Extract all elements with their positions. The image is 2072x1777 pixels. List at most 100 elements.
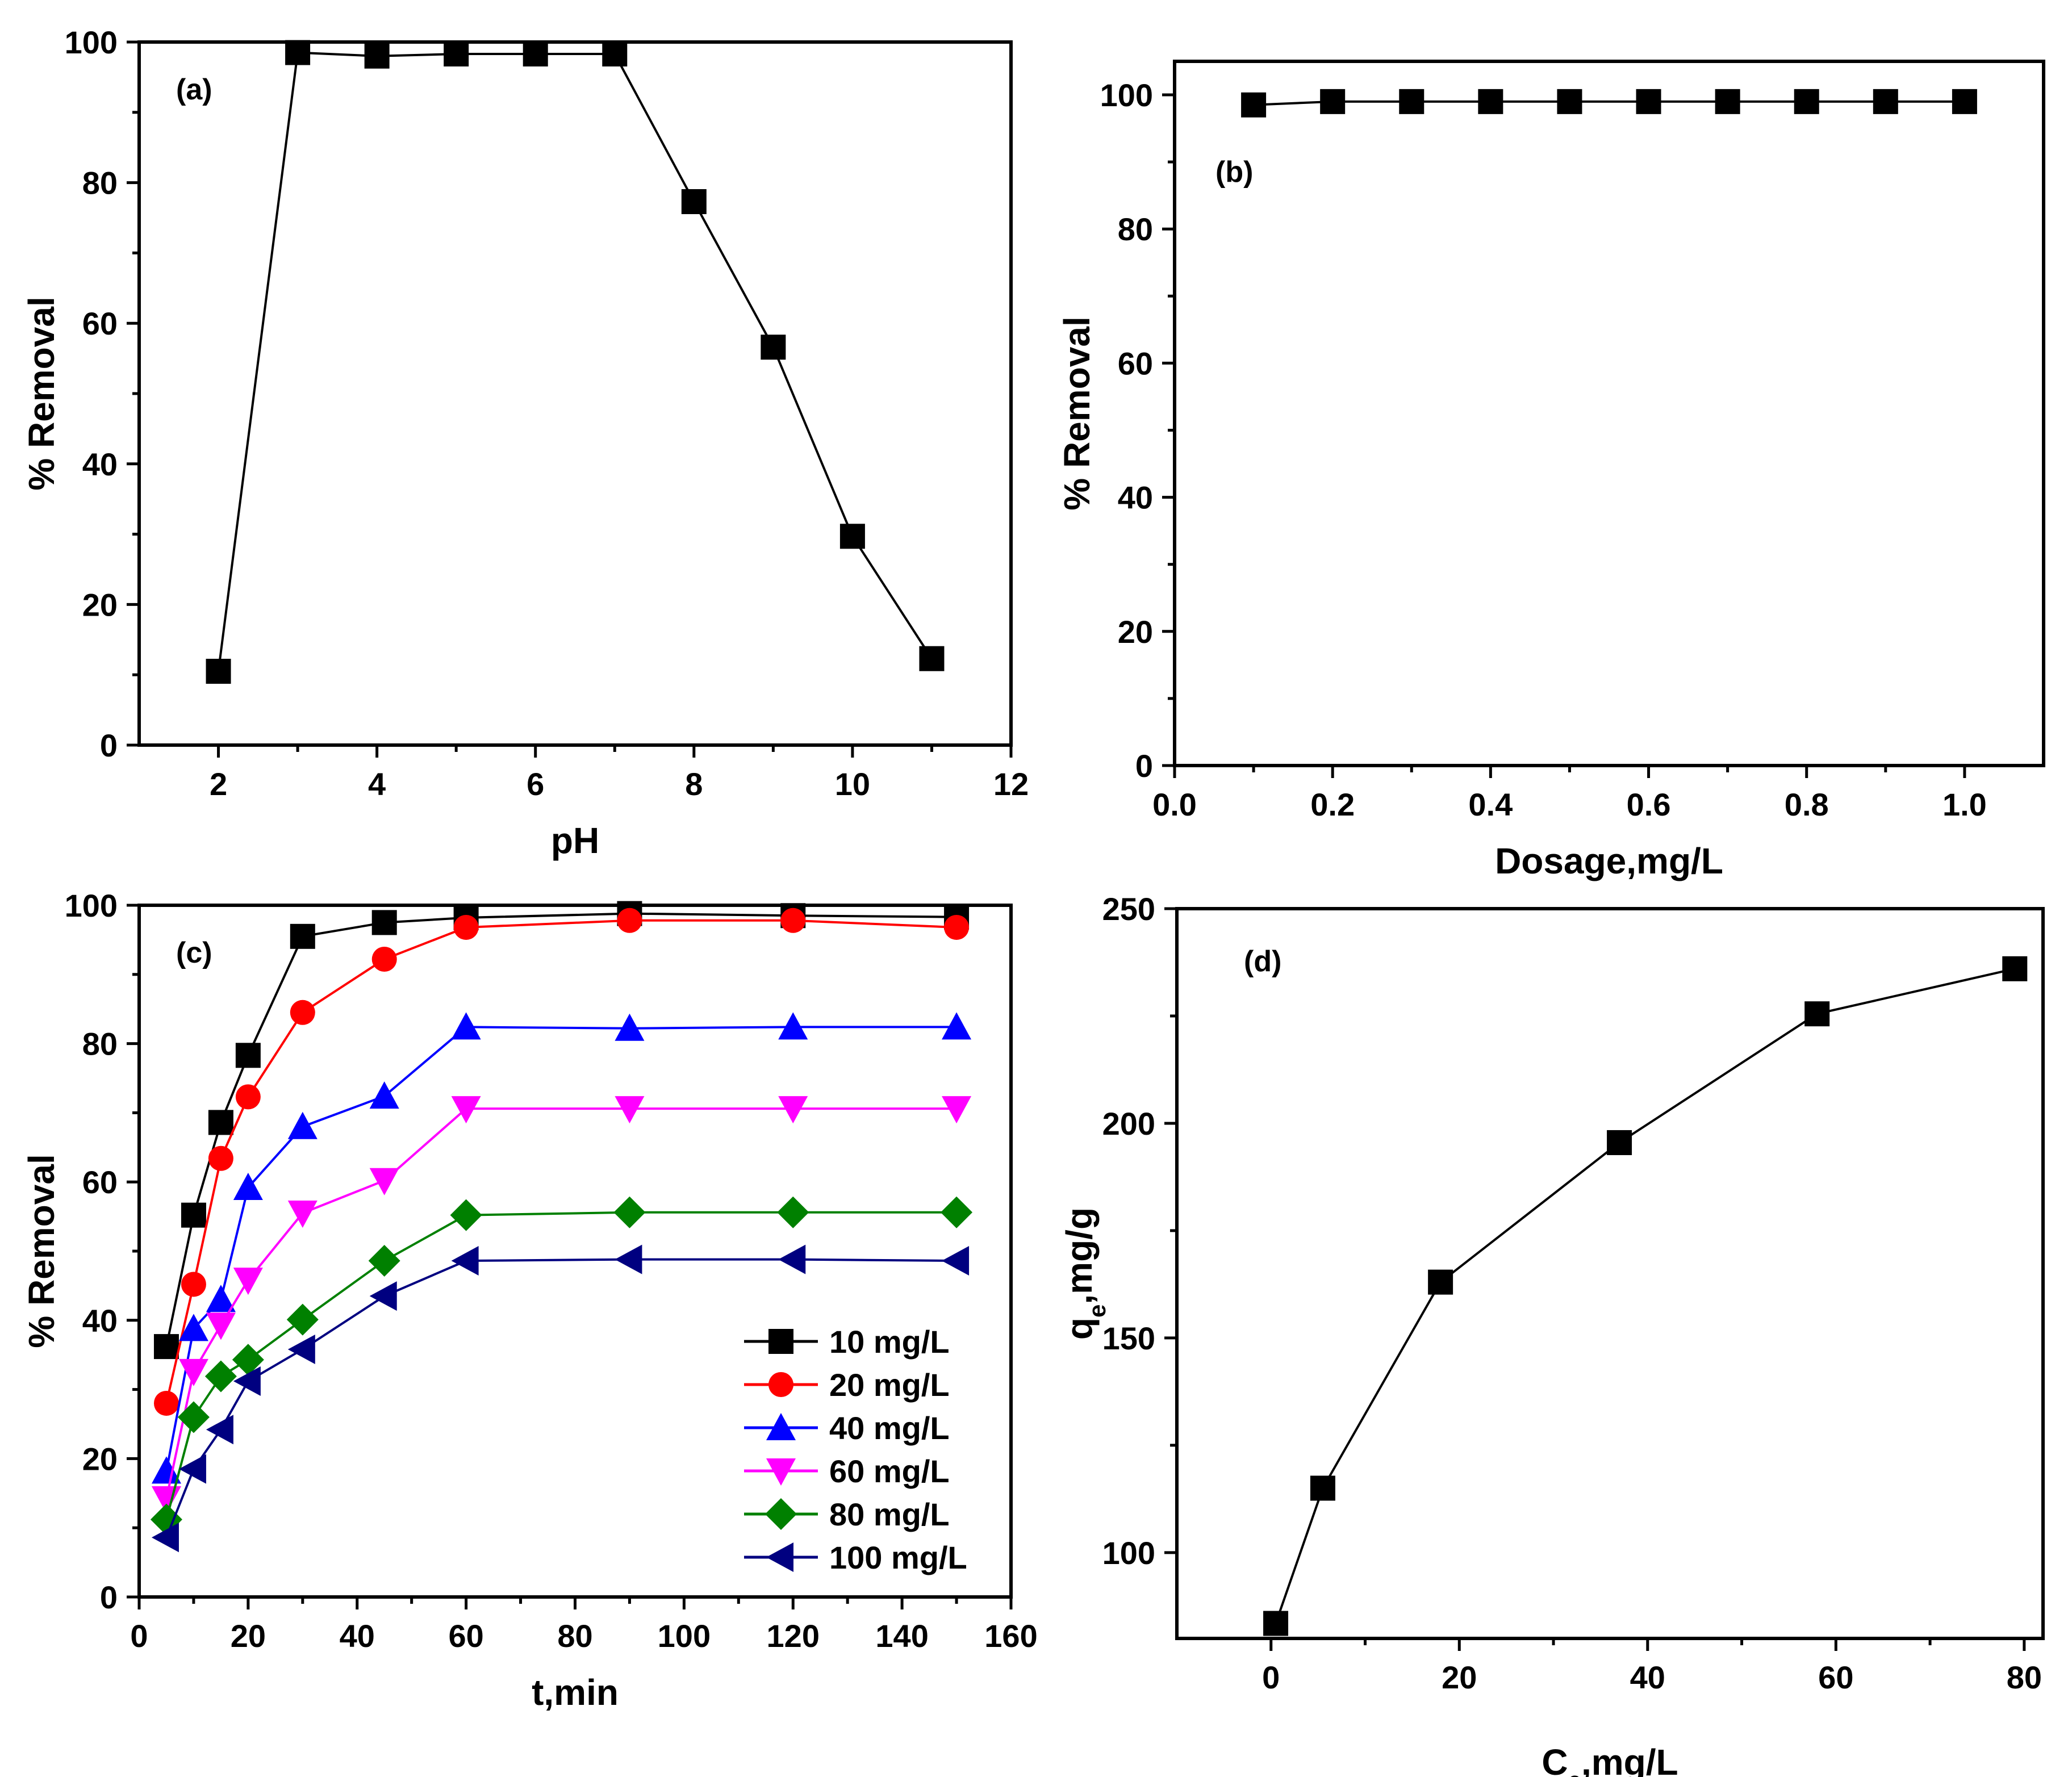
- panel-tag: (d): [1244, 945, 1281, 978]
- data-point: [1607, 1130, 1632, 1155]
- data-point: [369, 1281, 397, 1311]
- panel-c: 0 20 40 60 80 100 120 140 160 0 20 40 60 80 100 t,min % …: [21, 888, 1038, 1713]
- data-point: [151, 1523, 179, 1553]
- series-4: [150, 1196, 973, 1536]
- y-tick-label: 80: [82, 1026, 118, 1062]
- data-point: [286, 1303, 319, 1336]
- x-axis-title-rest: ,mg/L: [1581, 1742, 1678, 1777]
- x-tick-label: 80: [557, 1618, 592, 1654]
- data-point: [1241, 92, 1267, 118]
- x-tick-label: 10: [835, 766, 870, 802]
- y-axis-title: % Removal: [1056, 316, 1097, 510]
- y-axis-title-main: q: [1059, 1318, 1100, 1340]
- y-tick-label: 100: [1102, 1535, 1155, 1571]
- data-point: [371, 947, 397, 972]
- y-tick-label: 150: [1102, 1320, 1155, 1356]
- data-point: [290, 923, 315, 949]
- data-point: [919, 646, 945, 671]
- x-axis-title: t,min: [532, 1672, 619, 1713]
- legend-label: 20 mg/L: [829, 1367, 950, 1403]
- y-tick-label: 200: [1102, 1106, 1155, 1142]
- data-point: [602, 41, 628, 67]
- legend-label: 80 mg/L: [829, 1496, 950, 1532]
- data-point: [1399, 89, 1424, 114]
- x-tick-label: 6: [527, 766, 544, 802]
- series-line: [165, 912, 957, 1347]
- x-tick-label: 2: [210, 766, 227, 802]
- data-point: [681, 189, 707, 215]
- data-point: [208, 1110, 233, 1135]
- data-point: [617, 908, 642, 933]
- series-line: [1275, 967, 2015, 1624]
- x-tick-label: 160: [984, 1618, 1037, 1654]
- x-tick-label: 12: [993, 766, 1029, 802]
- x-tick-label: 20: [231, 1618, 266, 1654]
- x-tick-label: 60: [448, 1618, 483, 1654]
- data-point: [151, 1456, 181, 1484]
- data-point: [942, 1012, 972, 1040]
- y-axis-title: qe,mg/g: [1059, 1207, 1110, 1340]
- data-point: [942, 1096, 972, 1124]
- y-axis-title-rest: ,mg/g: [1059, 1207, 1100, 1304]
- data-point: [177, 1401, 210, 1433]
- legend-marker: [765, 1498, 797, 1530]
- y-axis-title: % Removal: [21, 1154, 62, 1348]
- data-point: [615, 1013, 645, 1041]
- x-axis-title: pH: [551, 820, 599, 861]
- data-point: [235, 1084, 261, 1110]
- data-point: [1478, 89, 1503, 114]
- x-tick-label: 140: [875, 1618, 928, 1654]
- data-point: [287, 1111, 318, 1139]
- x-tick-label: 8: [685, 766, 703, 802]
- y-tick-label: 0: [100, 1579, 118, 1615]
- data-point: [777, 1196, 809, 1228]
- data-point: [181, 1202, 206, 1228]
- data-point: [1263, 1611, 1289, 1636]
- plot-frame: [1173, 60, 2045, 767]
- series-0: [153, 901, 970, 1360]
- panel-tag: (b): [1215, 156, 1253, 189]
- data-point: [1794, 89, 1819, 114]
- x-tick-label: 60: [1818, 1659, 1853, 1695]
- y-tick-label: 80: [1118, 211, 1153, 247]
- x-tick-label: 40: [1630, 1659, 1665, 1695]
- legend-label: 100 mg/L: [829, 1540, 967, 1575]
- data-point: [613, 1196, 646, 1228]
- plot-frame: [137, 40, 1013, 747]
- series-0: [206, 40, 945, 684]
- series-line: [165, 1026, 957, 1471]
- data-point: [451, 1246, 479, 1276]
- legend-marker: [766, 1458, 796, 1486]
- data-point: [287, 1201, 318, 1228]
- data-point: [944, 914, 970, 940]
- y-tick-label: 20: [82, 587, 118, 622]
- data-point: [1873, 89, 1898, 114]
- panel-d: 020406080100150200250Ce,mg/Lqe,mg/g(d): [1059, 891, 2045, 1777]
- y-tick-label: 60: [82, 1164, 118, 1200]
- x-tick-label: 0: [1262, 1659, 1280, 1695]
- data-point: [178, 1314, 208, 1341]
- series-0: [1241, 89, 1977, 118]
- data-point: [233, 1172, 263, 1200]
- y-tick-label: 0: [100, 727, 118, 763]
- x-tick-label: 4: [368, 766, 386, 802]
- plot-frame: [1175, 907, 2045, 1640]
- x-tick-label: 0: [130, 1618, 148, 1654]
- x-tick-label: 0.8: [1785, 787, 1829, 822]
- data-point: [2002, 956, 2028, 981]
- data-point: [1804, 1001, 1830, 1027]
- legend-marker: [768, 1329, 793, 1354]
- data-point: [206, 1415, 233, 1445]
- data-point: [369, 1168, 399, 1195]
- data-point: [287, 1334, 315, 1364]
- y-tick-label: 40: [82, 446, 118, 482]
- y-tick-label: 80: [82, 165, 118, 201]
- series-1: [153, 908, 970, 1416]
- x-tick-label: 80: [2007, 1659, 2042, 1695]
- x-axis-title-sub: e: [1568, 1767, 1581, 1777]
- series-line: [165, 1211, 957, 1520]
- data-point: [839, 524, 865, 549]
- x-tick-label: 100: [658, 1618, 711, 1654]
- series-line: [165, 919, 957, 1404]
